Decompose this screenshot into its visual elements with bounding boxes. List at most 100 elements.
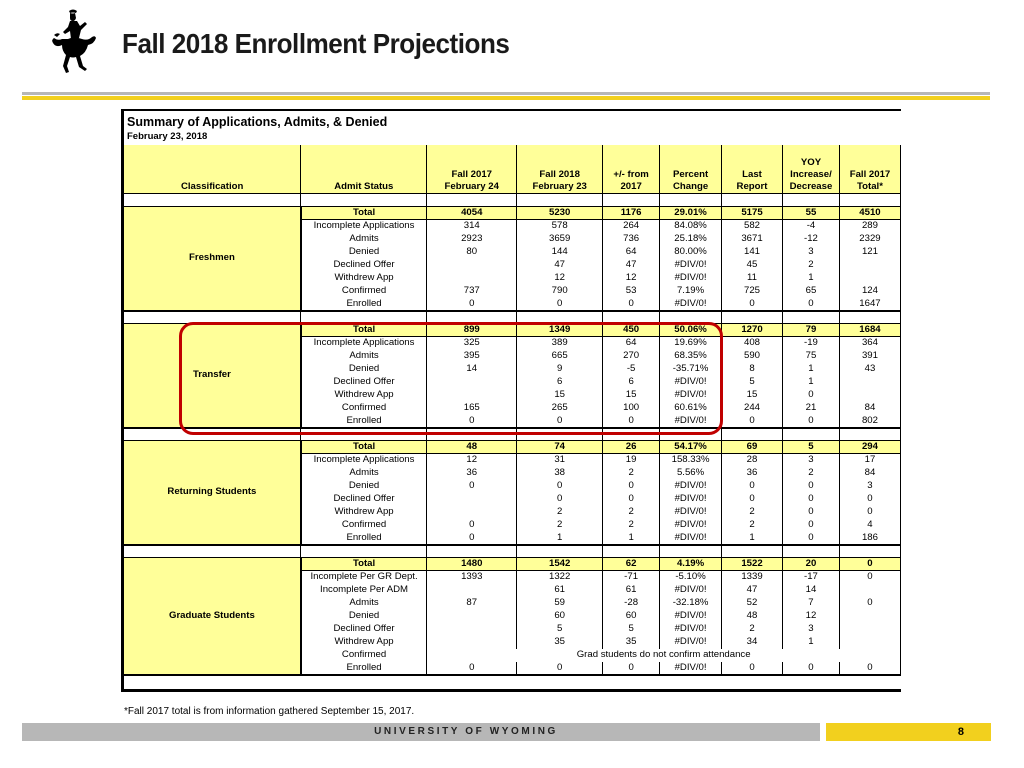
table-row: Enrolled 0 0 0 #DIV/0! 0 0 802 (124, 414, 901, 429)
table-row: Denied 0 0 0 #DIV/0! 0 0 3 (124, 479, 901, 493)
header-line: February 23 (532, 181, 587, 192)
value-cell: 0 (516, 479, 604, 493)
value-cell: 20 (782, 557, 840, 571)
header-line: +/- from (613, 169, 649, 180)
admit-status-cell: Denied (300, 245, 428, 259)
summary-table: Classification Admit Status Fall 2017 Febru… (124, 145, 901, 676)
value-cell: 3671 (721, 232, 783, 246)
value-cell: -4 (782, 219, 840, 233)
table-row: Enrolled 0 0 0 #DIV/0! 0 0 0 (124, 661, 901, 676)
value-cell: 61 (516, 583, 604, 597)
value-cell: #DIV/0! (659, 258, 723, 272)
spacer-row (124, 310, 901, 324)
header-cell: YOY Increase/Decrease (782, 145, 840, 194)
value-cell: 5 (721, 375, 783, 389)
value-cell (426, 622, 518, 636)
value-cell: 29.01% (659, 206, 723, 220)
value-cell: 1684 (839, 323, 901, 337)
value-cell: #DIV/0! (659, 635, 723, 649)
value-cell: 0 (602, 479, 661, 493)
value-cell: 28 (721, 453, 783, 467)
value-cell: 1 (721, 531, 783, 546)
value-cell: 0 (839, 557, 901, 571)
value-cell: #DIV/0! (659, 518, 723, 532)
value-cell: 65 (782, 284, 840, 298)
spacer-cell (602, 193, 661, 207)
header-line: 2017 (620, 181, 642, 192)
value-cell: 244 (721, 401, 783, 415)
value-cell: 270 (602, 349, 661, 363)
spacer-row (124, 193, 901, 207)
table-row: Declined Offer 0 0 #DIV/0! 0 0 0 (124, 492, 901, 506)
admit-status-cell: Total (300, 206, 428, 220)
value-cell: 1647 (839, 297, 901, 312)
spacer-cell (721, 310, 783, 324)
spacer-cell (839, 193, 901, 207)
value-cell: 25.18% (659, 232, 723, 246)
header-cell: Classification (124, 145, 302, 194)
value-cell: 5 (782, 440, 840, 454)
value-cell: 737 (426, 284, 518, 298)
value-cell: 2 (516, 505, 604, 519)
value-cell (426, 583, 518, 597)
table-row: Enrolled 0 0 0 #DIV/0! 0 0 1647 (124, 297, 901, 312)
value-cell: 2 (721, 505, 783, 519)
value-cell: 1176 (602, 206, 661, 220)
value-cell (839, 635, 901, 649)
spacer-cell (839, 544, 901, 558)
spacer-row (124, 544, 901, 558)
header-line: Report (736, 181, 768, 192)
header-cell: Fall 2018 February 23 (516, 145, 604, 194)
value-cell: #DIV/0! (659, 271, 723, 285)
value-cell: 3 (782, 245, 840, 259)
value-cell: 36 (426, 466, 518, 480)
admit-status-cell: Total (300, 323, 428, 337)
value-cell: 1 (782, 375, 840, 389)
value-cell: 0 (782, 492, 840, 506)
header-cell: Fall 2017 February 24 (426, 145, 518, 194)
value-cell: 15 (516, 388, 604, 402)
admit-status-cell: Confirmed (300, 648, 428, 662)
value-cell: -19 (782, 336, 840, 350)
value-cell: 84 (839, 466, 901, 480)
value-cell: 62 (602, 557, 661, 571)
admit-status-cell: Withdrew App (300, 635, 428, 649)
header-line: Classification (180, 181, 244, 192)
value-cell: 35 (602, 635, 661, 649)
value-cell: 0 (602, 492, 661, 506)
value-cell: #DIV/0! (659, 622, 723, 636)
value-cell: 0 (426, 518, 518, 532)
value-cell: 69 (721, 440, 783, 454)
classification-cell: Returning Students (124, 440, 302, 546)
value-cell: 0 (839, 570, 901, 584)
value-cell: 9 (516, 362, 604, 376)
value-cell: 0 (721, 661, 783, 676)
value-cell (839, 583, 901, 597)
table-row: Enrolled 0 1 1 #DIV/0! 1 0 186 (124, 531, 901, 546)
value-cell: 389 (516, 336, 604, 350)
value-cell: #DIV/0! (659, 531, 723, 546)
value-cell: 0 (426, 661, 518, 676)
value-cell: 60 (602, 609, 661, 623)
table-row: Withdrew App 2 2 #DIV/0! 2 0 0 (124, 505, 901, 519)
value-cell: 0 (782, 518, 840, 532)
value-cell: 0 (721, 414, 783, 429)
value-cell: 665 (516, 349, 604, 363)
footer-bar (22, 723, 820, 741)
spacer-cell (782, 544, 840, 558)
value-cell (839, 388, 901, 402)
value-cell: 2 (602, 518, 661, 532)
admit-status-cell: Declined Offer (300, 258, 428, 272)
header-line: Fall 2017 (849, 169, 891, 180)
value-cell: 53 (602, 284, 661, 298)
value-cell: 17 (839, 453, 901, 467)
spacer-cell (721, 427, 783, 441)
admit-status-cell: Withdrew App (300, 388, 428, 402)
header-line: Percent (672, 169, 709, 180)
value-cell: 364 (839, 336, 901, 350)
value-cell: 64 (602, 245, 661, 259)
header-line: Increase/ (790, 169, 832, 180)
spacer-cell (516, 193, 604, 207)
admit-status-cell: Total (300, 557, 428, 571)
value-cell: 12 (516, 271, 604, 285)
